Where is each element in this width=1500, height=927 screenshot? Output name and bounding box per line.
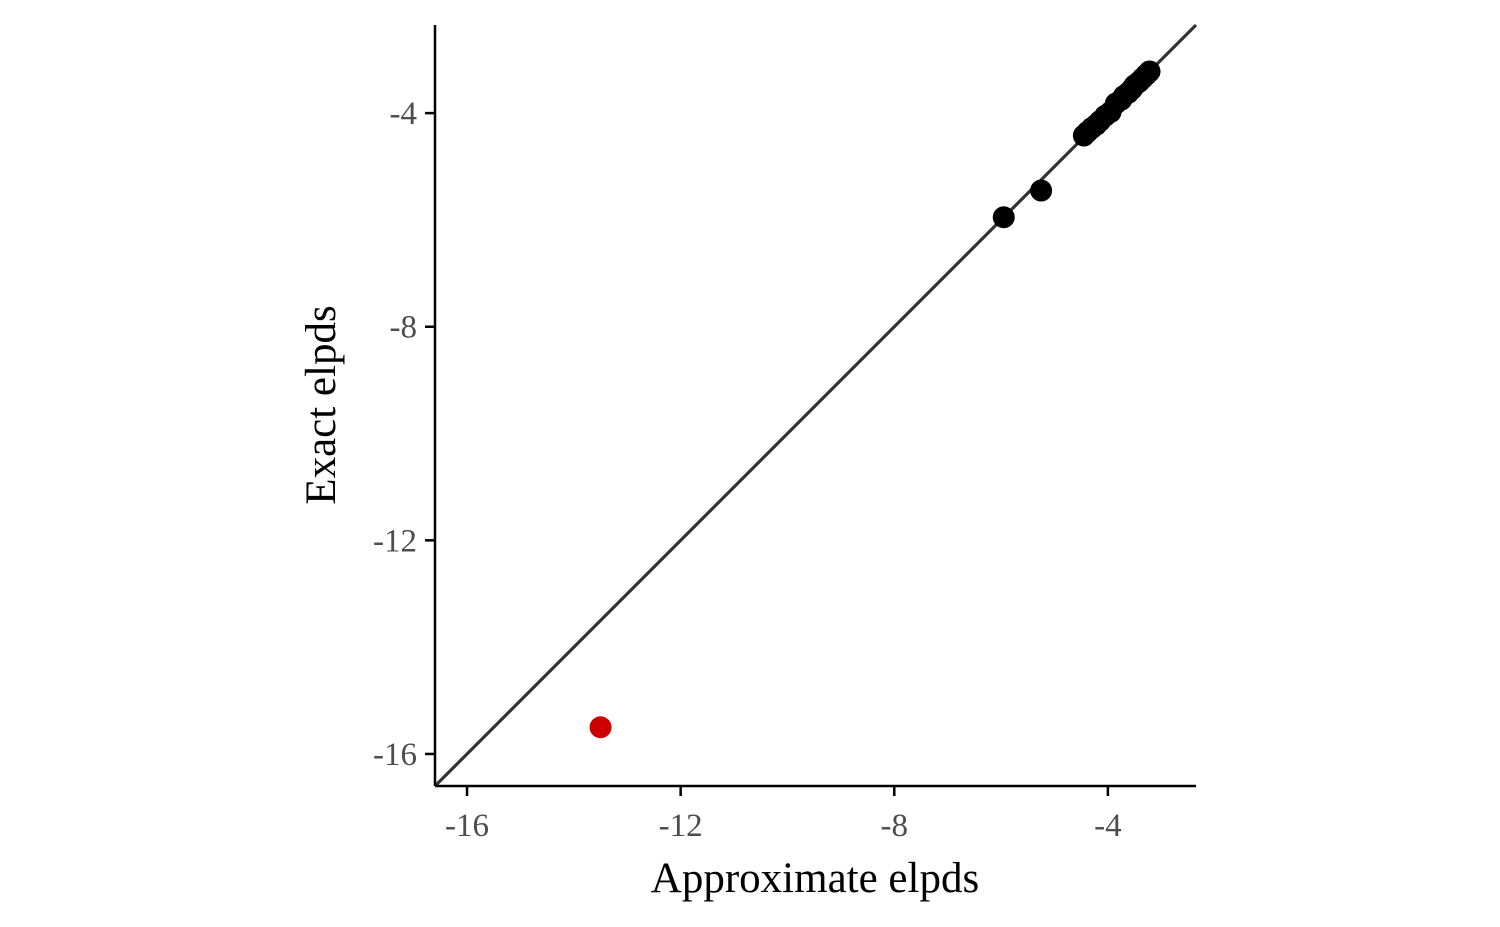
data-points-layer [589, 60, 1161, 739]
y-tick-label: -4 [390, 96, 418, 132]
y-tick-label: -16 [373, 737, 417, 773]
ticks-layer: -16 -12 -8 -4 -16 -12 -8 -4 [373, 96, 1122, 844]
x-tick-label: -12 [659, 808, 703, 844]
data-point [1030, 179, 1053, 202]
x-tick-label: -16 [445, 808, 489, 844]
highlighted-data-point [589, 716, 612, 739]
reference-line-layer [433, 23, 1198, 788]
x-axis-title: Approximate elpds [651, 855, 979, 902]
y-tick-label: -12 [373, 523, 417, 559]
data-point [992, 206, 1015, 229]
axes-layer [433, 25, 1196, 788]
data-point [1138, 60, 1161, 83]
identity-reference-line [433, 23, 1198, 788]
y-tick-label: -8 [390, 310, 418, 346]
y-axis-title: Exact elpds [298, 305, 345, 504]
x-tick-label: -4 [1094, 808, 1122, 844]
x-tick-label: -8 [881, 808, 909, 844]
